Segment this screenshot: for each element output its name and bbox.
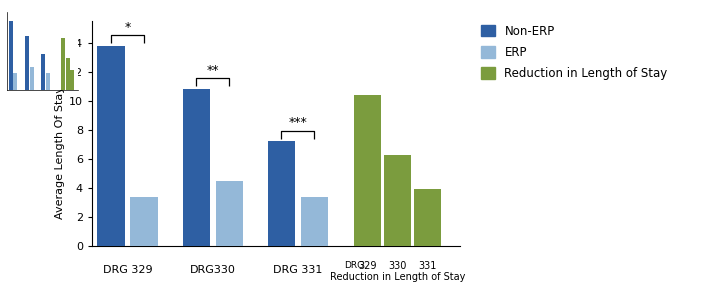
Bar bbox=[414, 189, 441, 246]
Text: Reduction in Length of Stay: Reduction in Length of Stay bbox=[330, 272, 465, 282]
Text: *: * bbox=[125, 21, 131, 34]
Text: DRG330: DRG330 bbox=[190, 265, 236, 275]
Bar bbox=[62, 38, 65, 90]
Bar bbox=[30, 68, 33, 90]
Legend: Non-ERP, ERP, Reduction in Length of Stay: Non-ERP, ERP, Reduction in Length of Sta… bbox=[481, 25, 668, 80]
Text: DRG 329: DRG 329 bbox=[103, 265, 152, 275]
Bar bbox=[183, 89, 210, 246]
Text: ***: *** bbox=[289, 116, 307, 129]
Bar bbox=[25, 36, 29, 90]
Bar bbox=[268, 142, 295, 246]
Bar bbox=[66, 58, 70, 90]
Bar bbox=[130, 196, 158, 246]
Bar bbox=[216, 181, 243, 246]
Bar bbox=[46, 73, 50, 90]
Text: 329: 329 bbox=[358, 260, 377, 271]
Text: **: ** bbox=[207, 64, 219, 77]
Bar bbox=[98, 46, 125, 246]
Bar bbox=[70, 70, 74, 90]
Bar bbox=[13, 73, 17, 90]
Text: DRG: DRG bbox=[345, 260, 365, 269]
Bar bbox=[354, 95, 381, 246]
Bar bbox=[41, 54, 45, 90]
Text: DRG 331: DRG 331 bbox=[273, 265, 323, 275]
Text: 331: 331 bbox=[418, 260, 437, 271]
Bar bbox=[384, 154, 411, 246]
Text: 330: 330 bbox=[388, 260, 406, 271]
Bar bbox=[8, 21, 13, 90]
Bar bbox=[301, 196, 328, 246]
Y-axis label: Average Length Of Stay (days): Average Length Of Stay (days) bbox=[55, 48, 64, 219]
